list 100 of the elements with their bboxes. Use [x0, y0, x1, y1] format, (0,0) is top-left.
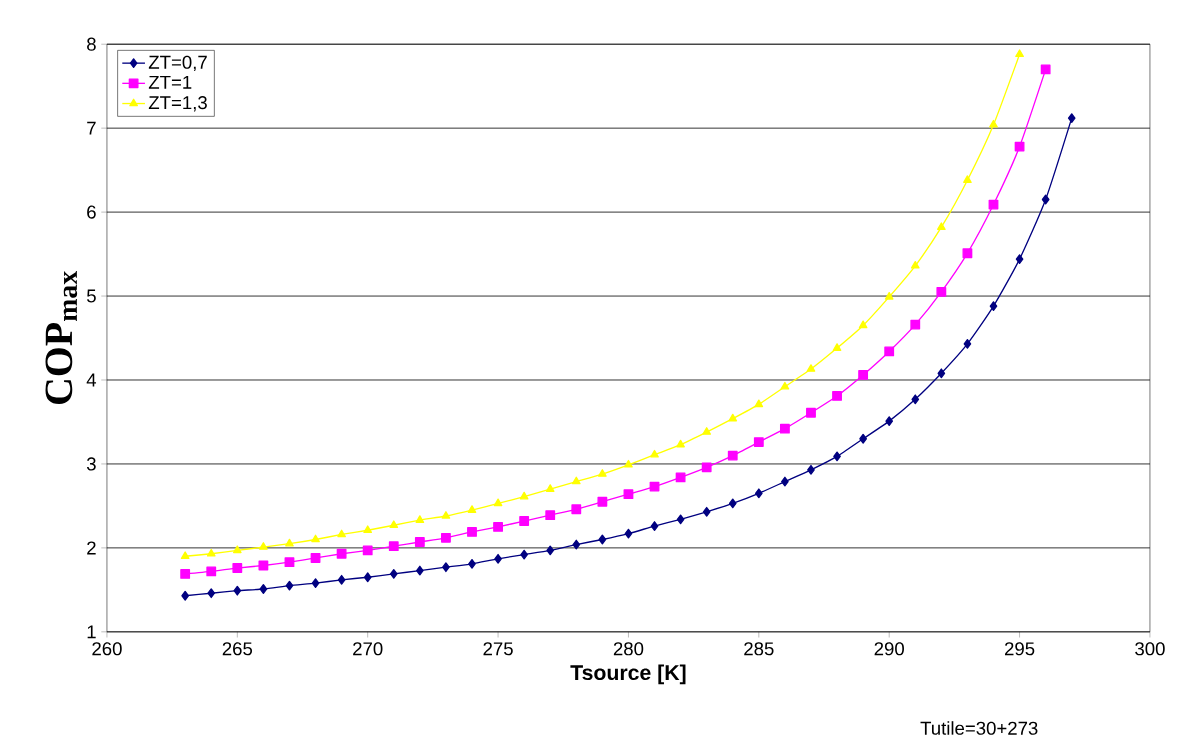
point [1067, 113, 1076, 124]
point [493, 498, 503, 507]
point [701, 462, 712, 473]
point [571, 476, 581, 485]
point [545, 510, 556, 521]
point [884, 292, 894, 300]
y-tick-label: 5 [86, 289, 96, 303]
point [494, 553, 502, 564]
point [415, 565, 424, 576]
point [414, 537, 425, 547]
y-tick-label: 6 [87, 205, 96, 219]
point [363, 572, 372, 583]
point [181, 590, 190, 601]
point [649, 481, 660, 492]
point [779, 423, 790, 434]
point [180, 569, 191, 579]
y-tick-label: 2 [87, 541, 96, 555]
point [493, 522, 503, 532]
x-tick-label: 270 [353, 642, 383, 656]
point [806, 407, 816, 418]
point [337, 574, 346, 585]
point [859, 433, 867, 444]
point [624, 459, 633, 468]
point [702, 506, 711, 517]
point [936, 222, 946, 231]
point [727, 450, 738, 461]
x-tick-label: 260 [92, 642, 122, 656]
x-tick-label: 285 [744, 642, 774, 656]
point [1040, 64, 1051, 75]
point [259, 584, 268, 595]
point [702, 427, 712, 435]
point [858, 370, 869, 380]
legend-label: ZT=0,7 [148, 55, 207, 72]
point [284, 557, 295, 568]
point [519, 491, 529, 500]
point [650, 521, 659, 532]
point [675, 472, 686, 483]
x-tick-label: 265 [222, 642, 253, 656]
point [311, 578, 320, 589]
point [754, 488, 763, 499]
point [832, 343, 842, 351]
point [233, 585, 242, 596]
point [807, 464, 815, 475]
point [337, 529, 346, 538]
point [936, 287, 947, 297]
point [806, 364, 816, 372]
point [362, 545, 373, 556]
point [467, 505, 477, 513]
x-tick-label: 275 [483, 642, 513, 656]
y-tick-label: 4 [86, 373, 97, 387]
legend-label: ZT=1,3 [148, 96, 207, 112]
x-tick-label: 280 [613, 642, 644, 656]
point [832, 391, 842, 401]
point [754, 399, 764, 408]
point [624, 528, 633, 539]
x-axis-title: Tsource [K] [570, 664, 686, 685]
x-tick-label: 295 [1005, 642, 1035, 656]
point [388, 541, 399, 552]
point [363, 525, 373, 534]
point [937, 368, 946, 379]
point [310, 553, 321, 563]
point [963, 339, 972, 349]
x-tick-label: 290 [874, 642, 904, 656]
point [545, 484, 555, 492]
point [728, 498, 737, 509]
point [598, 534, 607, 545]
point [442, 562, 450, 573]
point [884, 346, 895, 357]
point [467, 527, 477, 537]
point [572, 539, 581, 550]
y-tick-label: 7 [87, 121, 96, 135]
point [989, 119, 998, 128]
y-tick-label: 3 [86, 457, 96, 471]
point [258, 560, 269, 571]
point [676, 439, 685, 448]
legend-label: ZT=1 [148, 76, 192, 89]
point [728, 413, 738, 422]
point [1015, 49, 1024, 58]
point [259, 542, 268, 550]
point [415, 515, 425, 524]
point [911, 394, 920, 405]
point [597, 496, 608, 507]
point [650, 449, 659, 458]
point [858, 320, 868, 329]
point [910, 260, 920, 269]
point [336, 548, 347, 559]
point [571, 504, 582, 515]
point [676, 514, 685, 525]
point [1014, 141, 1025, 152]
point [910, 319, 921, 330]
point [753, 437, 764, 448]
point [206, 548, 216, 557]
y-tick-label: 1 [87, 625, 96, 639]
point [441, 532, 451, 543]
y-axis-title: COP$_{max}$ [45, 270, 78, 405]
point [833, 451, 841, 462]
point [441, 511, 451, 519]
point [285, 580, 294, 591]
point [206, 566, 217, 577]
point [311, 534, 320, 543]
